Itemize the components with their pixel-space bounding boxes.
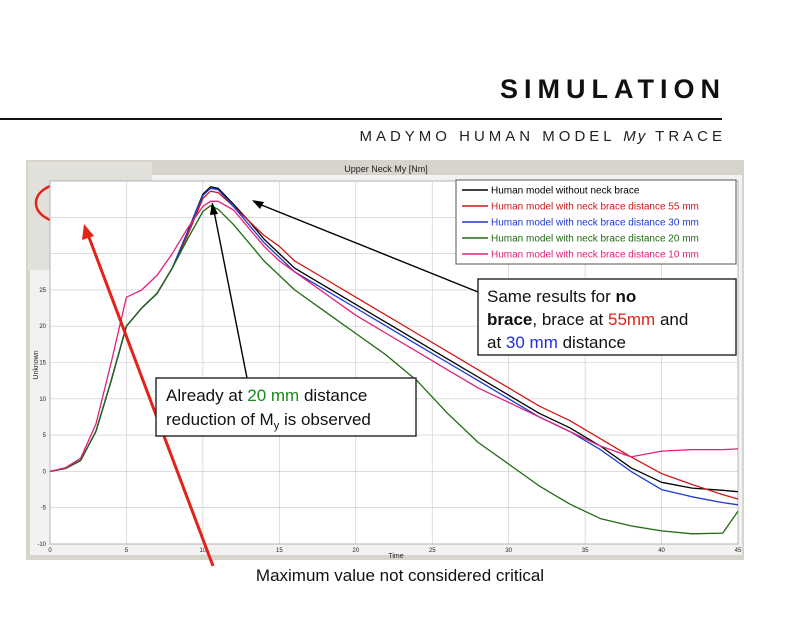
- x-tick-label: 40: [658, 548, 665, 554]
- subtitle-em: My: [623, 128, 648, 145]
- x-tick-label: 5: [125, 548, 129, 554]
- y-tick-label: 20: [39, 324, 46, 330]
- chart-ticks: 0 5 10 15 20 25 30 35 40 45 -10 -5 0 5 10 15 20 25: [37, 288, 742, 554]
- legend-box: [455, 179, 737, 265]
- arrow-box1-black: [253, 201, 479, 293]
- callout-box-1-frame: [477, 278, 737, 356]
- y-tick-label: 5: [43, 433, 47, 439]
- x-tick-label: 10: [200, 548, 207, 554]
- series-line-4: [49, 205, 739, 535]
- x-tick-label: 25: [429, 548, 436, 554]
- page-subtitle: MADYMO HUMAN MODEL My TRACE: [359, 128, 726, 145]
- x-tick-label: 20: [352, 548, 359, 554]
- x-tick-label: 15: [276, 548, 283, 554]
- chart-legend: Human model without neck brace Human mode…: [455, 179, 737, 265]
- callout-2-line-1: Already at 20 mm distance: [166, 386, 367, 405]
- callout-2-line-2: reduction of My is observed: [166, 410, 371, 432]
- x-tick-label: 45: [735, 548, 742, 554]
- callout-box-2-frame: [155, 377, 417, 437]
- y-tick-label: 10: [39, 397, 46, 403]
- legend-label-5: Human model with neck brace distance 10 …: [491, 250, 699, 261]
- x-tick-label: 30: [505, 548, 512, 554]
- arrowhead-red: [82, 224, 94, 240]
- x-axis-label: Time: [388, 553, 403, 560]
- y-tick-label: 15: [39, 361, 46, 367]
- y-axis-label: Unknown: [33, 350, 40, 379]
- callout-1-line-2: brace, brace at 55mm and: [487, 310, 688, 329]
- y-tick-label: -10: [37, 542, 46, 548]
- bottom-note: Maximum value not considered critical: [255, 566, 545, 585]
- y-tick-label: 25: [39, 288, 46, 294]
- legend-label-2: Human model with neck brace distance 55 …: [491, 202, 699, 213]
- callout-1-line-1: Same results for no: [487, 287, 636, 306]
- chart-series: [49, 186, 739, 535]
- subtitle-pre: MADYMO HUMAN MODEL: [359, 128, 616, 145]
- chart-title: Upper Neck My [Nm]: [344, 164, 428, 174]
- legend-label-4: Human model with neck brace distance 20 …: [491, 234, 699, 245]
- x-tick-label: 0: [48, 548, 52, 554]
- series-line-5: [49, 200, 739, 473]
- x-tick-label: 35: [582, 548, 589, 554]
- y-tick-label: -5: [41, 506, 47, 512]
- y-tick-label: 0: [43, 469, 47, 475]
- arrowhead-box2: [210, 202, 218, 215]
- arrowhead-box1: [252, 200, 264, 209]
- callout-1-line-3: at 30 mm distance: [487, 333, 626, 352]
- subtitle-post: TRACE: [655, 128, 726, 145]
- callout-box-1: Same results for no brace, brace at 55mm…: [477, 278, 737, 356]
- legend-label-3: Human model with neck brace distance 30 …: [491, 218, 699, 229]
- callout-box-2: Already at 20 mm distance reduction of M…: [155, 377, 417, 437]
- title-rule: [0, 118, 722, 120]
- page-title: SIMULATION: [500, 74, 726, 104]
- arrow-red-max: [85, 231, 215, 567]
- arrows: [82, 200, 479, 567]
- legend-label-1: Human model without neck brace: [491, 186, 640, 197]
- arrow-box2-black: [212, 205, 248, 379]
